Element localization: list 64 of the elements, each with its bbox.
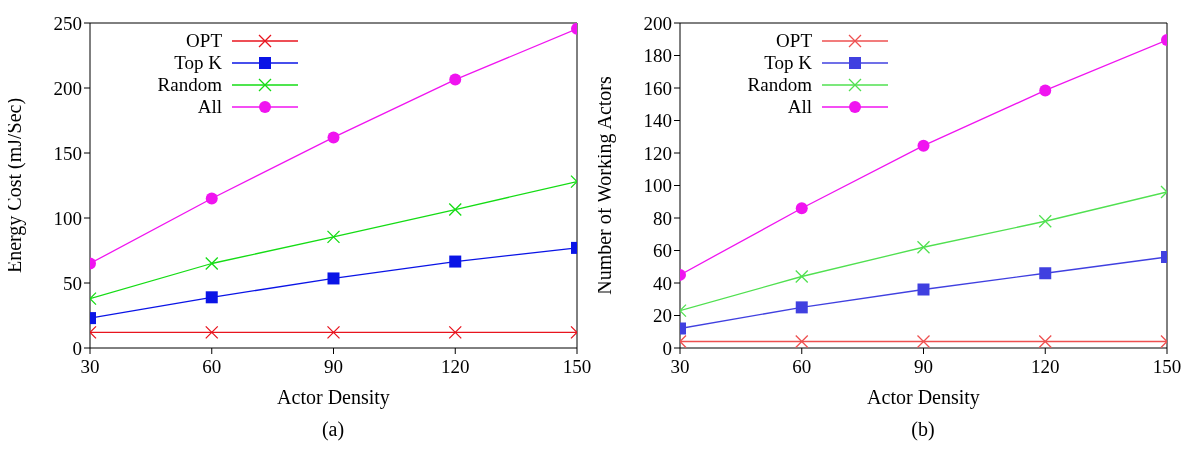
y-tick-label: 100 [643,175,672,197]
point [205,325,219,340]
point [326,325,341,340]
y-tick-label: 0 [72,337,82,359]
point [449,73,462,86]
legend-label: OPT [776,30,812,52]
legend-label: Top K [174,52,222,74]
point [795,301,808,314]
point [1038,334,1052,348]
text: (b) [910,418,936,441]
point [327,272,340,285]
y-tick-label: 120 [643,142,672,164]
point [327,131,340,144]
point [205,291,218,304]
y-tick-label: 60 [653,240,672,262]
y-tick-label: 50 [63,272,82,294]
x-axis-title: Actor Density [277,386,390,409]
x-tick-label: 120 [1031,356,1060,378]
y-tick-label: 180 [643,45,672,67]
y-tick-label: 160 [643,77,672,99]
x-tick-label: 150 [562,356,592,378]
x-tick-label: 60 [202,356,222,378]
point [1038,214,1052,228]
point [917,139,930,152]
legend-label: Random [157,74,222,96]
y-tick-label: 80 [653,207,672,229]
legend-label: Top K [764,52,812,74]
point [449,255,462,268]
point [795,269,809,284]
y-tick-label: 20 [653,305,672,327]
x-tick-label: 90 [324,356,343,378]
y-tick-label: 100 [53,207,82,229]
legend-label: All [787,96,812,118]
y-tick-label: 150 [53,142,82,164]
point [917,283,930,296]
x-tick-label: 90 [914,356,933,378]
point [205,256,219,271]
x-tick-label: 120 [441,356,470,378]
point [1039,84,1052,97]
point [795,202,808,215]
y-tick-label: 140 [643,110,672,132]
legend-label: OPT [186,30,222,52]
y-tick-label: 40 [653,272,672,294]
x-tick-label: 30 [670,356,690,378]
point [916,334,931,348]
point [326,230,341,244]
point [205,192,218,205]
y-tick-label: 200 [643,12,672,34]
x-axis-title: Actor Density [867,386,980,409]
y-axis-title: Energy Cost (mJ/Sec) [3,97,27,274]
point [795,334,809,348]
y-tick-label: 0 [662,337,672,359]
point [448,325,462,340]
x-tick-label: 30 [80,356,100,378]
legend-label: Random [747,74,812,96]
x-tick-label: 60 [792,356,812,378]
y-tick-label: 200 [53,77,82,99]
legend-label: All [197,96,222,118]
x-tick-label: 150 [1152,356,1182,378]
point [916,240,931,254]
text: (a) [320,418,346,441]
point [448,202,462,217]
point [1039,267,1052,280]
y-tick-label: 250 [53,12,82,34]
